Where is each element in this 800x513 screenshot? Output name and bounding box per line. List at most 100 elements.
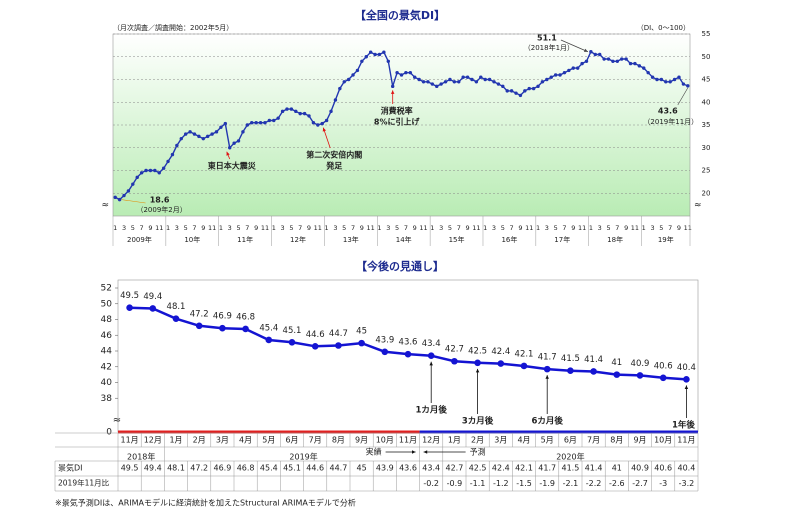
- annotation: （2019年11月）: [643, 117, 698, 126]
- x-year-label: 2018年: [127, 452, 155, 462]
- annotation: 3カ月後: [462, 416, 494, 427]
- x-tick-label: 7: [562, 224, 566, 232]
- x-year-label: 11年: [237, 235, 253, 244]
- x-tick-label: 9: [148, 224, 152, 232]
- data-point: [659, 374, 667, 382]
- data-point: [611, 59, 615, 63]
- table-cell: 40.9: [631, 464, 649, 473]
- table-cell: -2.7: [632, 479, 648, 488]
- data-point: [289, 107, 294, 111]
- data-point: [624, 57, 628, 61]
- data-point: [646, 70, 650, 75]
- y-tick-label: 48: [101, 315, 113, 325]
- arrow-head: [322, 127, 327, 132]
- data-label: 42.1: [515, 349, 534, 359]
- x-year-label: 13年: [343, 235, 359, 244]
- data-point: [642, 66, 646, 70]
- data-point: [288, 339, 296, 346]
- data-point: [126, 189, 131, 193]
- x-tick-label: 11: [261, 224, 269, 232]
- data-point: [250, 121, 254, 125]
- data-point: [461, 75, 465, 79]
- data-label: 44.7: [329, 329, 348, 339]
- x-year-label: 15年: [449, 235, 465, 244]
- table-cell: 43.6: [399, 464, 417, 473]
- table-cell: -3: [659, 479, 667, 488]
- chart-title: 【全国の景気DI】: [355, 8, 445, 22]
- arrow-head: [226, 151, 230, 156]
- chart-title: 【今後の見通し】: [356, 259, 444, 273]
- data-point: [509, 89, 514, 93]
- data-point: [311, 342, 319, 350]
- y-tick-label: 50: [101, 299, 113, 309]
- data-point: [520, 362, 528, 370]
- data-point: [131, 182, 135, 186]
- x-tick-label: 1: [325, 224, 329, 232]
- table-cell: -3.2: [679, 479, 695, 488]
- data-point: [258, 121, 263, 125]
- data-point: [404, 70, 408, 75]
- data-point: [483, 77, 487, 82]
- data-point: [487, 77, 492, 82]
- x-tick-label: 5: [289, 224, 293, 232]
- data-point: [390, 84, 395, 89]
- y-tick-label: 45: [702, 76, 711, 84]
- data-point: [148, 168, 153, 173]
- x-tick-label: 11月: [677, 436, 695, 445]
- x-tick-label: 1: [219, 224, 223, 232]
- arrow-head: [684, 385, 689, 389]
- x-tick-label: 7: [615, 224, 619, 232]
- data-point: [474, 359, 481, 367]
- x-tick-label: 11: [314, 224, 322, 232]
- data-point: [558, 73, 562, 77]
- data-point: [492, 80, 496, 84]
- data-point: [382, 50, 386, 54]
- data-point: [139, 171, 144, 175]
- data-point: [329, 109, 333, 114]
- x-tick-label: 11: [155, 224, 163, 232]
- x-tick-label: 9: [307, 224, 311, 232]
- data-point: [664, 80, 668, 84]
- data-point: [302, 111, 307, 116]
- data-point: [562, 70, 567, 75]
- data-point: [589, 50, 593, 54]
- arrow-head: [475, 368, 480, 373]
- x-tick-label: 12月: [422, 436, 440, 445]
- x-tick-label: 11: [631, 224, 639, 232]
- data-point: [602, 57, 606, 61]
- x-tick-label: 9: [360, 224, 364, 232]
- data-point: [531, 86, 536, 91]
- data-label: 43.6: [399, 338, 418, 348]
- data-point: [157, 171, 161, 175]
- data-point: [633, 61, 637, 66]
- data-point: [210, 132, 214, 136]
- table-cell: 45.1: [283, 464, 301, 473]
- x-tick-label: 5: [184, 224, 188, 232]
- x-tick-label: 11: [684, 224, 692, 232]
- x-year-label: 2019年: [289, 452, 317, 462]
- data-point: [505, 89, 509, 93]
- x-tick-label: 9月: [355, 436, 368, 445]
- data-point: [668, 80, 672, 84]
- x-tick-label: 6月: [564, 436, 577, 445]
- annotation: 東日本大震災: [208, 161, 257, 171]
- data-point: [479, 75, 483, 79]
- subtitle: （月次調査／調査開始：2002年5月）: [113, 23, 233, 32]
- data-point: [580, 61, 584, 66]
- data-point: [681, 82, 686, 86]
- arrow-head: [583, 48, 588, 52]
- data-label: 43.4: [422, 339, 441, 349]
- x-tick-label: 8月: [332, 436, 345, 445]
- x-tick-label: 9: [571, 224, 575, 232]
- data-point: [672, 77, 677, 82]
- table-cell: 43.4: [422, 464, 440, 473]
- annotation: 8%に引上げ: [374, 117, 421, 127]
- data-point: [161, 166, 166, 170]
- data-point: [590, 368, 597, 375]
- data-point: [205, 134, 210, 139]
- data-point: [381, 348, 389, 356]
- x-tick-label: 9: [254, 224, 258, 232]
- x-tick-label: 7月: [309, 436, 322, 445]
- data-label: 48.1: [167, 302, 186, 312]
- x-tick-label: 11: [419, 224, 427, 232]
